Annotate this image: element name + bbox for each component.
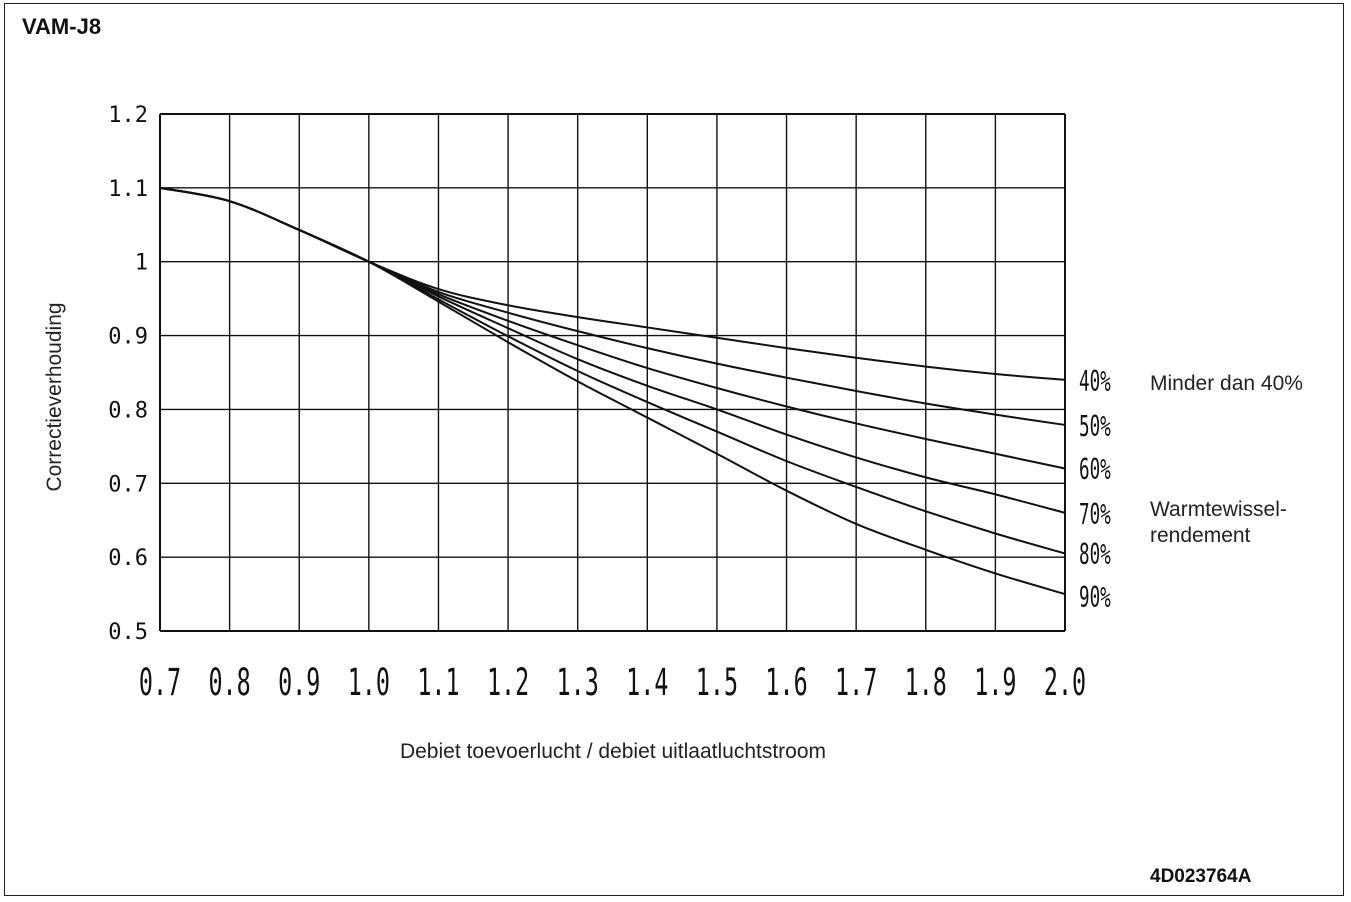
x-tick-label: 1.3 bbox=[557, 661, 599, 704]
x-tick-label: 1.9 bbox=[974, 661, 1016, 704]
series-line-60pct bbox=[159, 186, 1066, 470]
y-tick-label: 0.5 bbox=[108, 620, 148, 645]
series-line-80pct bbox=[159, 186, 1066, 555]
x-axis-label: Debiet toevoerlucht / debiet uitlaatluch… bbox=[400, 740, 826, 763]
y-axis-label: Correctieverhouding bbox=[43, 302, 66, 491]
x-tick-label: 1.8 bbox=[905, 661, 947, 704]
x-tick-label: 1.7 bbox=[835, 661, 877, 704]
series-lines bbox=[159, 186, 1066, 596]
x-tick-label: 1.5 bbox=[696, 661, 738, 704]
series-label: 40% bbox=[1079, 365, 1111, 399]
y-tick-label: 0.9 bbox=[108, 325, 148, 350]
series-line-40pct bbox=[159, 186, 1066, 381]
x-tick-label: 1.2 bbox=[487, 661, 529, 704]
x-tick-label: 1.6 bbox=[765, 661, 807, 704]
series-label: 90% bbox=[1079, 581, 1111, 615]
x-tick-label: 0.7 bbox=[139, 661, 181, 704]
series-line-90pct bbox=[159, 186, 1066, 596]
y-tick-label: 0.7 bbox=[108, 472, 148, 497]
series-label: 70% bbox=[1079, 498, 1111, 532]
series-label: 60% bbox=[1079, 453, 1111, 487]
series-line-70pct bbox=[159, 186, 1066, 514]
x-tick-label: 1.4 bbox=[626, 661, 668, 704]
series-label: 80% bbox=[1079, 538, 1111, 572]
annotation-minder-dan: Minder dan 40% bbox=[1150, 372, 1303, 395]
y-tick-label: 1.1 bbox=[108, 177, 148, 202]
x-tick-label: 1.1 bbox=[417, 661, 459, 704]
x-tick-labels: 0.7 0.8 0.9 1.0 1.1 1.2 1.3 1.4 1.5 1.6 1.7 1.8 1.9 2… bbox=[139, 661, 1086, 704]
y-tick-label: 1.2 bbox=[108, 103, 148, 128]
x-tick-label: 2.0 bbox=[1044, 661, 1086, 704]
annotation-warmtewissel: Warmtewissel- bbox=[1150, 498, 1287, 521]
y-tick-labels: 0.5 0.6 0.7 0.8 0.9 1 1.1 1.2 bbox=[108, 103, 148, 645]
model-title: VAM-J8 bbox=[22, 14, 102, 39]
series-labels: 40% 50% 60% 70% 80% 90% bbox=[1079, 365, 1111, 615]
annotation-rendement: rendement bbox=[1150, 524, 1251, 547]
x-tick-label: 0.8 bbox=[208, 661, 250, 704]
document-id: 4D023764A bbox=[1150, 866, 1252, 887]
series-label: 50% bbox=[1079, 410, 1111, 444]
y-tick-label: 1 bbox=[135, 251, 148, 276]
y-tick-label: 0.6 bbox=[108, 546, 148, 571]
x-tick-label: 0.9 bbox=[278, 661, 320, 704]
y-tick-label: 0.8 bbox=[108, 398, 148, 423]
grid bbox=[159, 113, 1066, 632]
x-tick-label: 1.0 bbox=[348, 661, 390, 704]
figure-frame bbox=[4, 3, 1344, 896]
series-line-50pct bbox=[159, 186, 1066, 426]
